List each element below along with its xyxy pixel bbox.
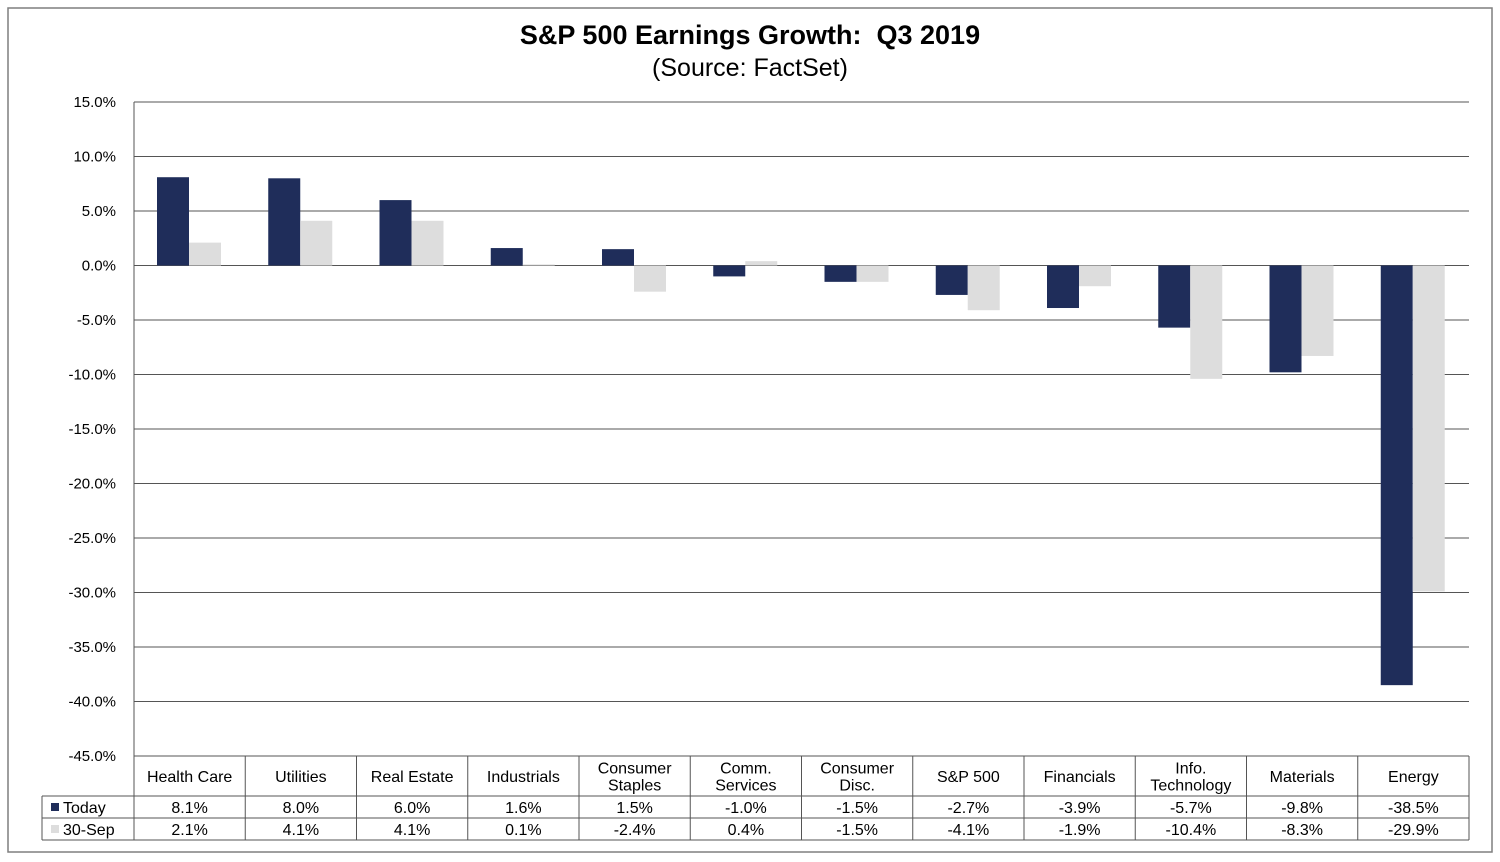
bar-30-sep xyxy=(1079,265,1111,287)
category-label: Disc. xyxy=(839,778,875,795)
legend-label: 30-Sep xyxy=(63,822,115,839)
bar-30-sep xyxy=(634,265,666,292)
data-label: -1.5% xyxy=(836,822,878,839)
chart-subtitle: (Source: FactSet) xyxy=(652,54,848,82)
data-label: -1.0% xyxy=(725,800,767,817)
category-label: Financials xyxy=(1044,769,1116,786)
data-label: 2.1% xyxy=(171,822,207,839)
category-label: Staples xyxy=(608,778,661,795)
y-tick-label: 0.0% xyxy=(82,258,116,275)
category-label: Consumer xyxy=(598,761,672,778)
y-tick-label: -45.0% xyxy=(68,748,116,765)
y-tick-label: -35.0% xyxy=(68,639,116,656)
data-label: -29.9% xyxy=(1388,822,1439,839)
bar-30-sep xyxy=(967,265,1000,311)
data-label: -2.7% xyxy=(947,800,989,817)
data-label: 1.5% xyxy=(616,800,652,817)
data-label: 4.1% xyxy=(283,822,319,839)
bar-30-sep xyxy=(1412,265,1445,592)
legend-key-30-sep xyxy=(51,825,59,833)
bar-today xyxy=(1158,265,1191,328)
bar-30-sep xyxy=(411,220,444,266)
y-tick-label: -20.0% xyxy=(68,476,116,493)
category-label: Real Estate xyxy=(371,769,454,786)
data-label: 0.4% xyxy=(728,822,764,839)
data-label: 8.1% xyxy=(171,800,207,817)
bar-30-sep xyxy=(745,261,778,266)
y-tick-label: 5.0% xyxy=(82,203,116,220)
y-tick-label: -30.0% xyxy=(68,585,116,602)
y-tick-label: 10.0% xyxy=(73,149,116,166)
category-label: S&P 500 xyxy=(937,769,1000,786)
y-tick-label: -5.0% xyxy=(77,312,116,329)
data-label: -5.7% xyxy=(1170,800,1212,817)
bar-30-sep xyxy=(856,265,889,282)
bar-today xyxy=(935,265,968,295)
data-label: -8.3% xyxy=(1281,822,1323,839)
bar-30-sep xyxy=(300,220,333,266)
bar-today xyxy=(490,248,523,266)
bar-today xyxy=(602,249,634,266)
legend-label: Today xyxy=(63,800,106,817)
data-table: Health Care Utilities Real Estate Industria… xyxy=(41,755,1470,841)
bar-30-sep xyxy=(522,264,555,266)
bar-today xyxy=(1047,265,1079,309)
data-label: 8.0% xyxy=(283,800,319,817)
category-label: Health Care xyxy=(147,769,232,786)
chart-frame xyxy=(7,7,1493,853)
bars xyxy=(157,177,1445,686)
category-label: Services xyxy=(715,778,776,795)
y-tick-label: -40.0% xyxy=(68,694,116,711)
bar-30-sep xyxy=(1190,265,1223,379)
bar-30-sep xyxy=(1301,265,1334,356)
data-label: -38.5% xyxy=(1388,800,1439,817)
legend-key-today xyxy=(51,803,59,811)
y-tick-label: 15.0% xyxy=(73,94,116,111)
category-label: Energy xyxy=(1388,769,1439,786)
bar-today xyxy=(157,177,189,266)
data-label: -1.9% xyxy=(1059,822,1101,839)
category-label: Technology xyxy=(1150,778,1231,795)
y-tick-label: -10.0% xyxy=(68,367,116,384)
y-tick-label: -25.0% xyxy=(68,530,116,547)
category-label: Industrials xyxy=(487,769,560,786)
bar-today xyxy=(1269,265,1302,373)
bar-today xyxy=(379,200,412,266)
data-label: 0.1% xyxy=(505,822,541,839)
y-axis-ticks: 15.0% 10.0% 5.0% 0.0% -5.0% -10.0% -15.0% -20.0… xyxy=(68,94,116,765)
data-label: 1.6% xyxy=(505,800,541,817)
data-label: -4.1% xyxy=(947,822,989,839)
bar-30-sep xyxy=(189,242,221,266)
data-label: -3.9% xyxy=(1059,800,1101,817)
category-label: Consumer xyxy=(820,761,894,778)
data-label: -2.4% xyxy=(614,822,656,839)
category-label: Utilities xyxy=(275,769,327,786)
category-label: Info. xyxy=(1175,761,1206,778)
data-label: -10.4% xyxy=(1166,822,1217,839)
data-label: 6.0% xyxy=(394,800,430,817)
bar-today xyxy=(824,265,857,282)
data-label: -1.5% xyxy=(836,800,878,817)
data-label: -9.8% xyxy=(1281,800,1323,817)
bar-today xyxy=(713,265,746,277)
category-label: Materials xyxy=(1270,769,1335,786)
bar-today xyxy=(268,178,301,266)
chart-title: S&P 500 Earnings Growth: Q3 2019 xyxy=(520,20,980,50)
data-label: 4.1% xyxy=(394,822,430,839)
bar-today xyxy=(1380,265,1413,686)
category-label: Comm. xyxy=(720,761,772,778)
y-tick-label: -15.0% xyxy=(68,421,116,438)
